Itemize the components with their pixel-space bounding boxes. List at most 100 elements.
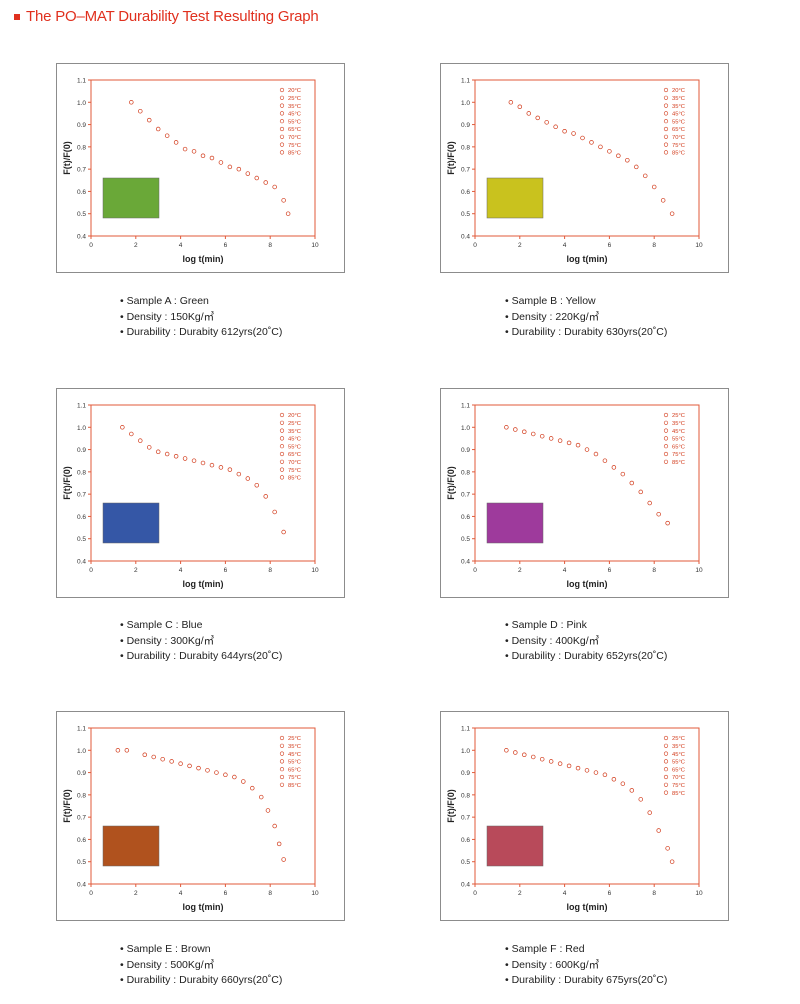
data-point [254,175,260,181]
x-axis-label: log t(min) [567,902,608,912]
y-tick-label: 0.7 [77,167,86,174]
y-tick-label: 0.5 [461,536,470,543]
legend-label: 70°C [672,775,685,781]
sample-label: Sample C : Blue [120,618,282,634]
data-point [593,451,599,457]
data-point [504,425,509,430]
y-tick-label: 0.5 [77,211,86,218]
legend-marker [279,459,285,464]
data-point [182,456,188,461]
y-axis-label: F(t)/F(0) [62,141,72,175]
legend-marker [279,751,285,756]
y-tick-label: 1.0 [77,748,86,755]
legend-marker [663,126,669,132]
data-point [245,171,251,176]
y-tick-label: 0.4 [461,882,470,889]
x-tick-label: 10 [695,567,703,574]
sample-info-f: Sample F : Red Density : 600Kg/㎥ Durabil… [505,942,668,989]
legend-marker [663,790,669,795]
chart-a: 0.4 0.5 0.6 0.7 0.8 0.9 1.0 1.1 0 2 4 6 8 10 log t(min… [62,78,319,265]
y-tick-label: 0.4 [461,234,470,241]
legend-label: 65°C [672,767,685,773]
data-point [160,756,165,762]
data-point [155,449,161,455]
data-point [227,164,233,170]
data-point [250,785,255,791]
data-point [584,447,590,452]
legend-marker [279,436,285,441]
data-point [138,108,143,114]
density-label: Density : 220Kg/㎥ [505,310,667,326]
legend-marker [279,126,285,132]
legend-marker [279,142,285,147]
data-point [647,500,652,506]
y-tick-label: 0.6 [77,514,86,521]
x-tick-label: 8 [652,567,656,574]
plot-frame [474,404,700,562]
legend-marker [279,759,285,764]
data-point [115,748,121,753]
legend-marker [663,103,669,108]
x-tick-label: 10 [311,567,319,574]
legend-marker [663,428,669,433]
data-point [281,857,286,862]
legend-label: 65°C [288,767,301,773]
data-point [634,164,639,170]
legend-label: 45°C [288,752,301,758]
data-point [522,752,527,757]
y-tick-label: 0.7 [461,492,470,499]
legend-marker [663,87,669,93]
legend-label: 85°C [288,151,301,157]
data-point [530,431,536,437]
y-tick-label: 0.5 [77,859,86,866]
density-label: Density : 300Kg/㎥ [120,634,282,650]
x-axis-label: log t(min) [567,579,608,589]
y-tick-label: 1.1 [77,726,86,733]
data-point [607,149,612,154]
data-point [258,794,264,800]
data-point [566,763,572,769]
y-tick-label: 1.0 [461,100,470,107]
durability-label: Durability : Durabity 675yrs(20˚C) [505,973,668,989]
data-point [214,770,219,775]
data-point [526,111,532,116]
x-tick-label: 2 [518,567,522,574]
durability-label: Durability : Durabity 660yrs(20˚C) [120,973,283,989]
x-tick-label: 2 [134,890,138,897]
sample-label: Sample B : Yellow [505,294,667,310]
data-point [517,104,523,109]
data-point [187,763,192,769]
y-tick-label: 0.9 [461,447,470,454]
data-point [191,458,197,463]
chart-panel-b: 0.4 0.5 0.6 0.7 0.8 0.9 1.0 1.1 0 2 4 6 8 10 log t(min… [440,63,729,273]
data-point [236,166,242,172]
legend-marker [279,428,285,433]
x-axis-label: log t(min) [183,254,224,264]
x-tick-label: 4 [179,567,183,574]
data-point [173,454,179,459]
data-point [638,489,644,495]
y-tick-label: 0.8 [461,469,470,476]
chart-f: 0.4 0.5 0.6 0.7 0.8 0.9 1.0 1.1 0 2 4 6 8 10 log t(min… [446,726,703,913]
y-tick-label: 0.6 [461,189,470,196]
y-tick-label: 0.5 [461,859,470,866]
plot-frame [474,79,700,237]
data-point [164,133,170,138]
data-point [629,480,635,486]
data-point [196,765,201,771]
x-tick-label: 10 [311,242,319,249]
legend-label: 55°C [672,760,685,766]
sample-info-a: Sample A : Green Density : 150Kg/㎥ Durab… [120,294,283,341]
y-tick-label: 1.1 [461,78,470,85]
x-tick-label: 0 [89,567,93,574]
x-tick-label: 4 [563,567,567,574]
chart-panel-a: 0.4 0.5 0.6 0.7 0.8 0.9 1.0 1.1 0 2 4 6 8 10 log t(min… [56,63,345,273]
data-point [281,198,286,203]
legend-label: 45°C [672,112,685,118]
legend-marker [663,111,669,116]
legend-marker [279,103,285,108]
data-point [571,131,576,136]
y-tick-label: 0.7 [77,492,86,499]
data-point [513,750,518,755]
data-point [218,465,224,470]
